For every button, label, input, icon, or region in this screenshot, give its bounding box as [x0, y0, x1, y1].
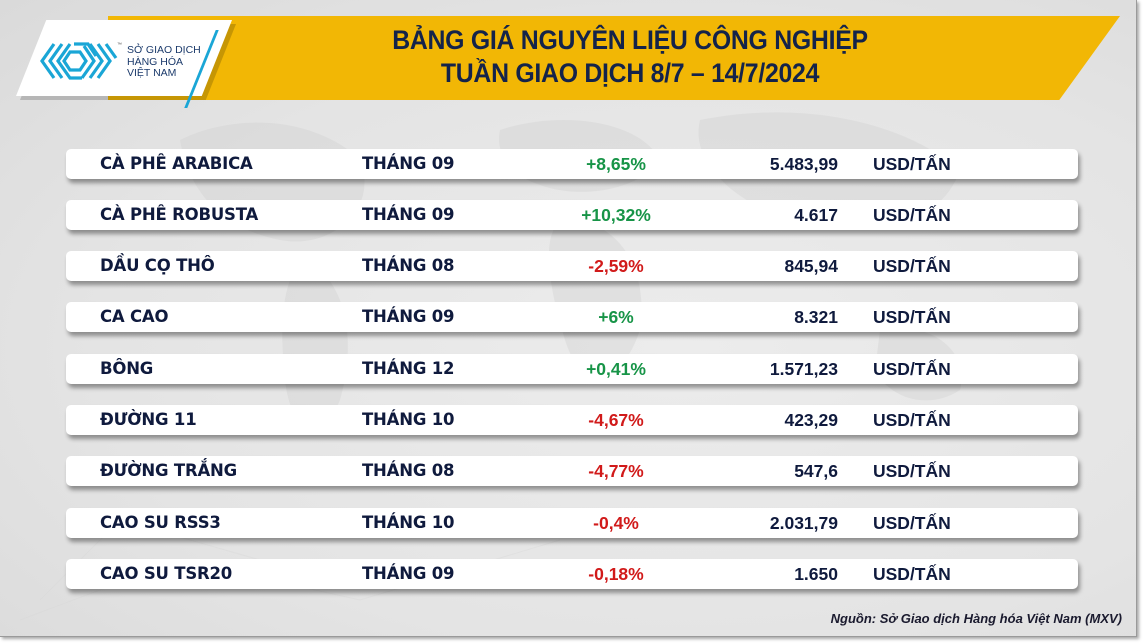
price: 8.321	[794, 307, 838, 327]
price: 5.483,99	[769, 154, 838, 174]
unit: USD/TẤN	[873, 205, 951, 225]
weekly-change: +6%	[598, 307, 634, 327]
table-row: CÀ PHÊ ARABICA THÁNG 09 +8,65% 5.483,99 …	[66, 149, 1078, 179]
commodity-name: CÀ PHÊ ARABICA	[100, 154, 253, 173]
price: 423,29	[784, 410, 838, 430]
weekly-change: +8,65%	[586, 154, 646, 174]
table-row: ĐƯỜNG TRẮNG THÁNG 08 -4,77% 547,6 USD/TẤ…	[66, 456, 1078, 486]
commodity-name: ĐƯỜNG TRẮNG	[100, 461, 238, 480]
table-row: CAO SU RSS3 THÁNG 10 -0,4% 2.031,79 USD/…	[66, 508, 1078, 538]
unit: USD/TẤN	[873, 461, 951, 481]
weekly-change: -0,4%	[593, 513, 639, 533]
price: 1.650	[794, 564, 838, 584]
commodity-name: BÔNG	[100, 359, 154, 378]
weekly-change: -0,18%	[588, 564, 644, 584]
contract-month: THÁNG 12	[362, 359, 455, 378]
logo-line-3: VIỆT NAM	[127, 67, 177, 79]
title-banner	[108, 16, 1120, 100]
table-row: BÔNG THÁNG 12 +0,41% 1.571,23 USD/TẤN	[66, 354, 1078, 384]
price: 2.031,79	[769, 513, 838, 533]
table-row: CÀ PHÊ ROBUSTA THÁNG 09 +10,32% 4.617 US…	[66, 200, 1078, 230]
contract-month: THÁNG 09	[362, 154, 455, 173]
price: 4.617	[794, 205, 838, 225]
logo-text: SỞ GIAO DỊCH HÀNG HÓA VIỆT NAM	[127, 44, 201, 80]
table-row: DẦU CỌ THÔ THÁNG 08 -2,59% 845,94 USD/TẤ…	[66, 251, 1078, 281]
contract-month: THÁNG 09	[362, 307, 455, 326]
contract-month: THÁNG 08	[362, 256, 455, 275]
contract-month: THÁNG 09	[362, 564, 455, 583]
contract-month: THÁNG 10	[362, 513, 455, 532]
contract-month: THÁNG 08	[362, 461, 455, 480]
price: 547,6	[794, 461, 838, 481]
mxv-logo-icon	[40, 42, 118, 80]
unit: USD/TẤN	[873, 256, 951, 276]
price: 1.571,23	[769, 359, 838, 379]
unit: USD/TẤN	[873, 359, 951, 379]
commodity-name: CA CAO	[100, 307, 169, 326]
title-line-2: TUẦN GIAO DỊCH 8/7 – 14/7/2024	[440, 58, 820, 88]
table-row: ĐƯỜNG 11 THÁNG 10 -4,67% 423,29 USD/TẤN	[66, 405, 1078, 435]
commodity-name: CÀ PHÊ ROBUSTA	[100, 205, 259, 224]
commodity-name: CAO SU RSS3	[100, 513, 221, 532]
logo-line-1: SỞ GIAO DỊCH	[127, 44, 201, 56]
table-row: CAO SU TSR20 THÁNG 09 -0,18% 1.650 USD/T…	[66, 559, 1078, 589]
table-row: CA CAO THÁNG 09 +6% 8.321 USD/TẤN	[66, 302, 1078, 332]
contract-month: THÁNG 09	[362, 205, 455, 224]
weekly-change: +10,32%	[581, 205, 651, 225]
title-line-1: BẢNG GIÁ NGUYÊN LIỆU CÔNG NGHIỆP	[392, 25, 868, 55]
commodity-name: DẦU CỌ THÔ	[100, 256, 215, 275]
trademark-symbol: ™	[117, 42, 122, 48]
unit: USD/TẤN	[873, 513, 951, 533]
weekly-change: -2,59%	[588, 256, 644, 276]
weekly-change: -4,67%	[588, 410, 644, 430]
contract-month: THÁNG 10	[362, 410, 455, 429]
commodity-name: ĐƯỜNG 11	[100, 410, 197, 429]
unit: USD/TẤN	[873, 564, 951, 584]
unit: USD/TẤN	[873, 307, 951, 327]
unit: USD/TẤN	[873, 410, 951, 430]
source-note: Nguồn: Sở Giao dịch Hàng hóa Việt Nam (M…	[830, 611, 1122, 626]
page-title: BẢNG GIÁ NGUYÊN LIỆU CÔNG NGHIỆP TUẦN GI…	[280, 24, 979, 90]
price: 845,94	[784, 256, 838, 276]
weekly-change: -4,77%	[588, 461, 644, 481]
weekly-change: +0,41%	[586, 359, 646, 379]
unit: USD/TẤN	[873, 154, 951, 174]
logo-line-2: HÀNG HÓA	[127, 55, 184, 68]
commodity-name: CAO SU TSR20	[100, 564, 233, 583]
